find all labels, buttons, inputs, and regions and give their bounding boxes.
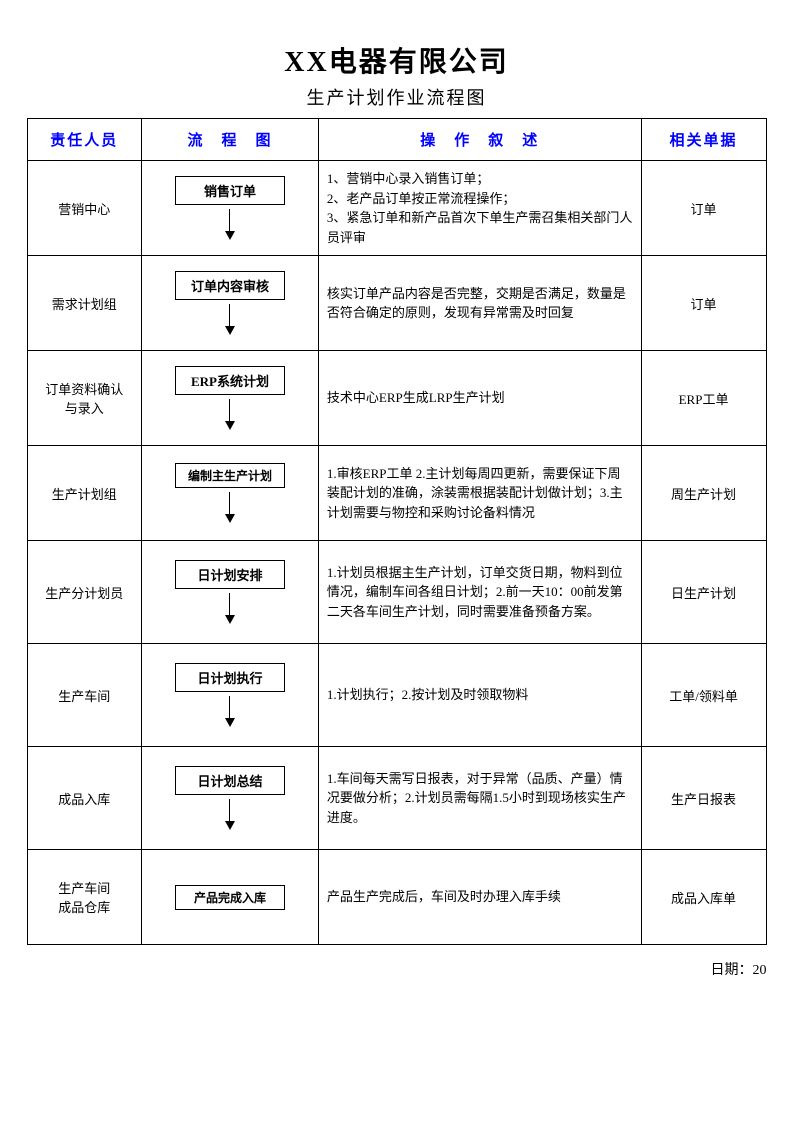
doc-cell: ERP工单 bbox=[641, 351, 766, 446]
flow-box: 产品完成入库 bbox=[175, 885, 285, 910]
desc-cell: 产品生产完成后，车间及时办理入库手续 bbox=[318, 850, 641, 945]
flow-box: 日计划执行 bbox=[175, 663, 285, 692]
flow-cell: ERP系统计划 bbox=[141, 351, 318, 446]
header-role: 责任人员 bbox=[27, 119, 141, 161]
desc-cell: 1.计划执行；2.按计划及时领取物料 bbox=[318, 644, 641, 747]
role-cell: 生产车间 bbox=[27, 644, 141, 747]
company-title: XX电器有限公司 bbox=[20, 40, 773, 80]
flow-cell: 日计划执行 bbox=[141, 644, 318, 747]
header-row: 责任人员 流 程 图 操 作 叙 述 相关单据 bbox=[27, 119, 766, 161]
flow-box: 订单内容审核 bbox=[175, 271, 285, 300]
flow-box: 编制主生产计划 bbox=[175, 463, 285, 488]
flow-cell: 产品完成入库 bbox=[141, 850, 318, 945]
header-flow: 流 程 图 bbox=[141, 119, 318, 161]
role-cell: 成品入库 bbox=[27, 747, 141, 850]
arrow-down-icon bbox=[225, 799, 235, 830]
page-subtitle: 生产计划作业流程图 bbox=[20, 84, 773, 110]
doc-cell: 日生产计划 bbox=[641, 541, 766, 644]
flow-cell: 编制主生产计划 bbox=[141, 446, 318, 541]
doc-cell: 生产日报表 bbox=[641, 747, 766, 850]
role-cell: 需求计划组 bbox=[27, 256, 141, 351]
table-row: 生产计划组 编制主生产计划 1.审核ERP工单 2.主计划每周四更新，需要保证下周装… bbox=[27, 446, 766, 541]
doc-cell: 成品入库单 bbox=[641, 850, 766, 945]
table-row: 生产分计划员 日计划安排 1.计划员根据主生产计划，订单交货日期，物料到位情况，编制… bbox=[27, 541, 766, 644]
role-cell: 营销中心 bbox=[27, 161, 141, 256]
flow-cell: 日计划安排 bbox=[141, 541, 318, 644]
doc-cell: 订单 bbox=[641, 161, 766, 256]
arrow-down-icon bbox=[225, 492, 235, 523]
flow-box: 销售订单 bbox=[175, 176, 285, 205]
role-cell: 订单资料确认与录入 bbox=[27, 351, 141, 446]
table-row: 生产车间成品仓库 产品完成入库 产品生产完成后，车间及时办理入库手续成品入库单 bbox=[27, 850, 766, 945]
table-row: 成品入库 日计划总结 1.车间每天需写日报表，对于异常（品质、产量）情况要做分析；2… bbox=[27, 747, 766, 850]
flow-cell: 订单内容审核 bbox=[141, 256, 318, 351]
arrow-down-icon bbox=[225, 593, 235, 624]
desc-cell: 1.车间每天需写日报表，对于异常（品质、产量）情况要做分析；2.计划员需每隔1.… bbox=[318, 747, 641, 850]
flow-box: ERP系统计划 bbox=[175, 366, 285, 395]
arrow-down-icon bbox=[225, 696, 235, 727]
role-cell: 生产计划组 bbox=[27, 446, 141, 541]
flow-table: 责任人员 流 程 图 操 作 叙 述 相关单据 营销中心 销售订单 1、营销中心录入… bbox=[27, 118, 767, 945]
header-doc: 相关单据 bbox=[641, 119, 766, 161]
desc-cell: 技术中心ERP生成LRP生产计划 bbox=[318, 351, 641, 446]
desc-cell: 1、营销中心录入销售订单；2、老产品订单按正常流程操作；3、紧急订单和新产品首次… bbox=[318, 161, 641, 256]
desc-cell: 1.计划员根据主生产计划，订单交货日期，物料到位情况，编制车间各组日计划；2.前… bbox=[318, 541, 641, 644]
arrow-down-icon bbox=[225, 209, 235, 240]
arrow-down-icon bbox=[225, 304, 235, 335]
role-cell: 生产车间成品仓库 bbox=[27, 850, 141, 945]
doc-cell: 订单 bbox=[641, 256, 766, 351]
flow-box: 日计划安排 bbox=[175, 560, 285, 589]
flow-cell: 销售订单 bbox=[141, 161, 318, 256]
doc-cell: 工单/领料单 bbox=[641, 644, 766, 747]
flow-box: 日计划总结 bbox=[175, 766, 285, 795]
arrow-down-icon bbox=[225, 399, 235, 430]
table-row: 营销中心 销售订单 1、营销中心录入销售订单；2、老产品订单按正常流程操作；3、紧急… bbox=[27, 161, 766, 256]
header-desc: 操 作 叙 述 bbox=[318, 119, 641, 161]
table-row: 订单资料确认与录入 ERP系统计划 技术中心ERP生成LRP生产计划ERP工单 bbox=[27, 351, 766, 446]
table-row: 需求计划组 订单内容审核 核实订单产品内容是否完整，交期是否满足，数量是否符合确定的… bbox=[27, 256, 766, 351]
flow-cell: 日计划总结 bbox=[141, 747, 318, 850]
table-row: 生产车间 日计划执行 1.计划执行；2.按计划及时领取物料工单/领料单 bbox=[27, 644, 766, 747]
role-cell: 生产分计划员 bbox=[27, 541, 141, 644]
doc-cell: 周生产计划 bbox=[641, 446, 766, 541]
desc-cell: 1.审核ERP工单 2.主计划每周四更新，需要保证下周装配计划的准确，涂装需根据… bbox=[318, 446, 641, 541]
footer-date: 日期：20 bbox=[27, 959, 767, 979]
desc-cell: 核实订单产品内容是否完整，交期是否满足，数量是否符合确定的原则，发现有异常需及时… bbox=[318, 256, 641, 351]
